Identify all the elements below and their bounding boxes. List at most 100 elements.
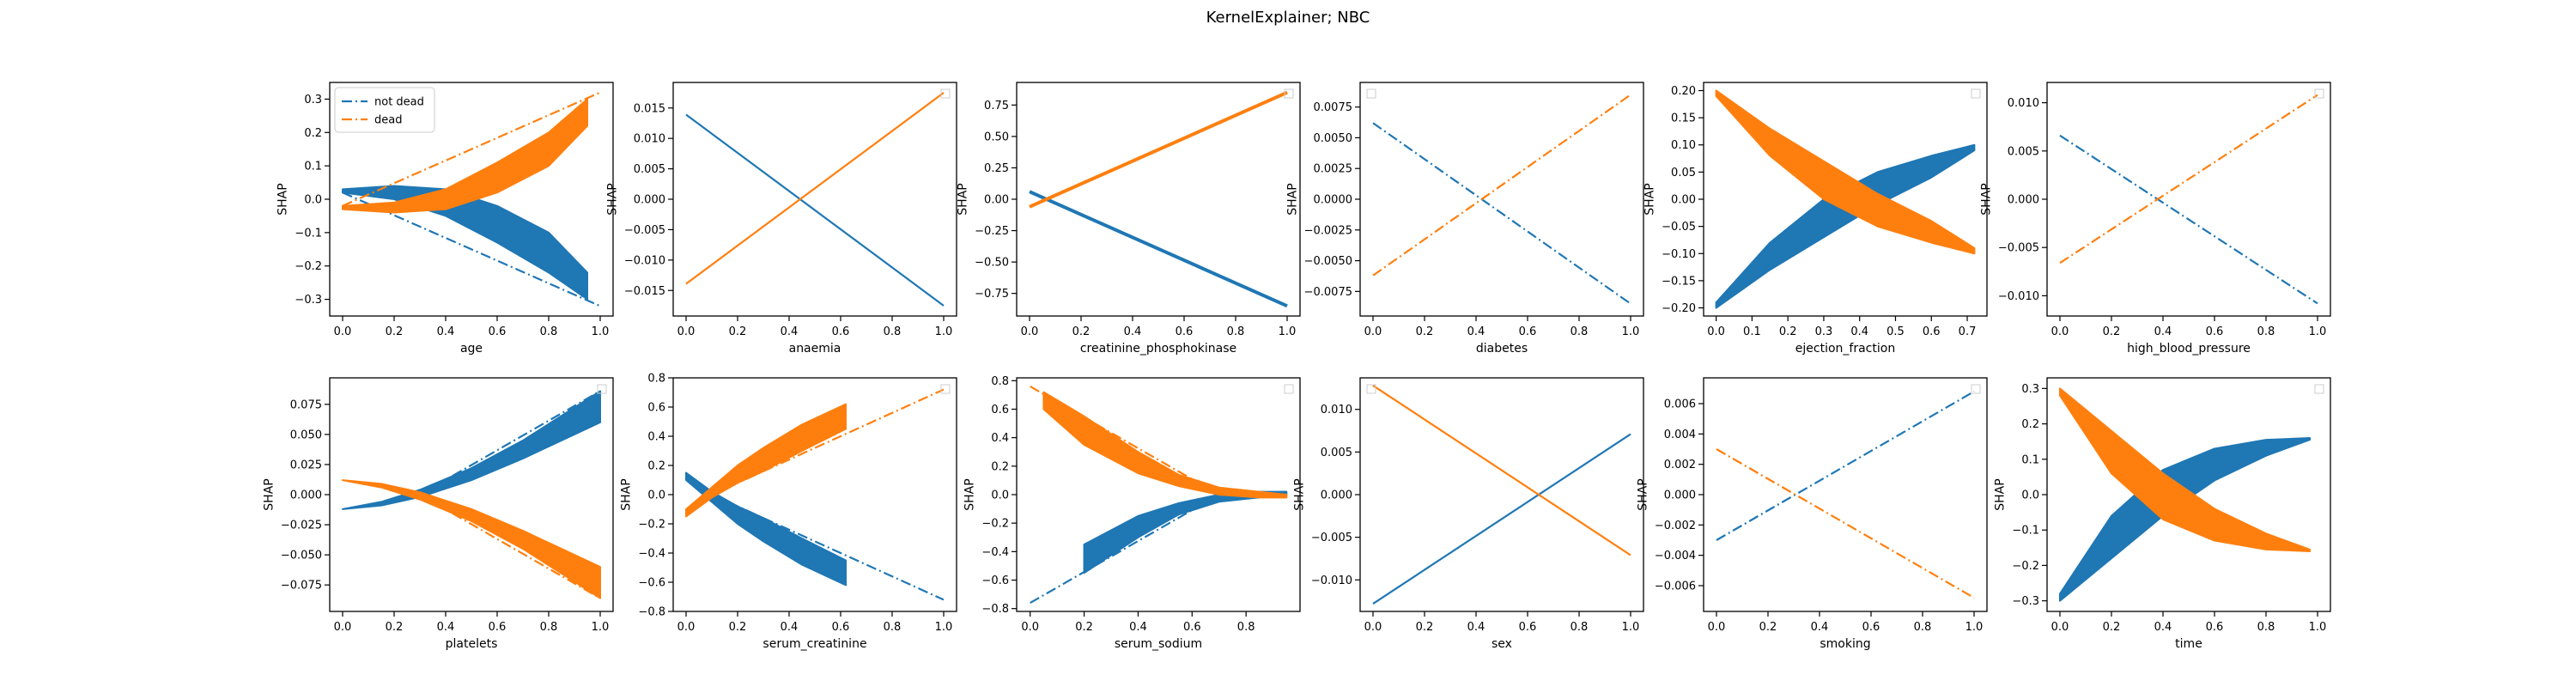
y-tick-label: −0.20 [1662, 302, 1696, 315]
y-tick-label: 0.20 [1671, 85, 1696, 98]
y-tick-label: 0.004 [1664, 429, 1696, 441]
x-tick-label: 0.0 [677, 621, 696, 634]
y-tick-label: 0.050 [290, 429, 322, 441]
y-tick-label: 0.005 [2008, 145, 2039, 158]
series-band-dead [685, 403, 847, 518]
y-axis-label: SHAP [963, 478, 976, 510]
y-axis-label: SHAP [957, 183, 970, 215]
series-band-dead [1042, 391, 1288, 499]
x-axis-label: age [460, 342, 483, 356]
x-tick-label: 0.6 [832, 621, 850, 634]
x-axis-label: diabetes [1476, 342, 1528, 356]
x-tick-label: 0.4 [1129, 621, 1147, 634]
y-axis-label: SHAP [1993, 478, 2007, 510]
series-line-not-dead [1030, 494, 1220, 605]
plot-area [342, 91, 601, 307]
x-axis-label: time [2175, 637, 2202, 651]
y-tick-label: −0.006 [1655, 580, 1696, 593]
y-tick-label: 0.8 [991, 375, 1009, 388]
legend-box [334, 87, 435, 133]
x-tick-label: 1.0 [935, 621, 953, 634]
y-tick-label: −0.6 [981, 575, 1009, 587]
series-line-not-dead [1372, 433, 1631, 605]
y-axis-label: SHAP [619, 478, 633, 510]
x-tick-label: 0.4 [1811, 621, 1829, 634]
y-axis-label: SHAP [1293, 478, 1307, 510]
y-tick-label: −0.2 [981, 518, 1009, 531]
series-line-dead [711, 388, 945, 496]
x-tick-label: 0.0 [334, 325, 352, 338]
y-tick-label: 0.10 [1671, 139, 1696, 152]
x-tick-label: 0.7 [1959, 325, 1977, 338]
plot-area [1372, 385, 1631, 605]
y-tick-label: −0.4 [638, 548, 665, 561]
y-tick-label: 0.0000 [1314, 194, 1353, 207]
subplot-ejection_fraction: 0.0 0.1 0.2 0.3 0.4 0.5 0.6 0.7 −0.20 −0.15 −0.10 −… [1643, 82, 1988, 356]
series-line-dead [2059, 94, 2318, 264]
y-tick-label: 0.010 [2008, 97, 2039, 110]
plot-area [1029, 90, 1288, 308]
x-tick-label: 0.8 [884, 325, 902, 338]
y-tick-label: −0.025 [281, 520, 322, 532]
plot-area [1715, 89, 1976, 309]
x-tick-label: 0.4 [2154, 621, 2172, 634]
x-tick-label: 0.8 [540, 325, 558, 338]
subplot-age: 0.0 0.2 0.4 0.6 0.8 1.0 −0.3 −0.2 −0.1 0.0 0.1 0.2 0… [276, 82, 614, 356]
y-tick-label: 0.6 [647, 402, 665, 415]
x-tick-label: 0.0 [1021, 621, 1039, 634]
x-tick-label: 1.0 [935, 325, 953, 338]
y-tick-label: 0.6 [991, 404, 1009, 416]
y-tick-label: −0.015 [624, 285, 665, 298]
series-line-dead [1030, 385, 1220, 495]
x-tick-label: 1.0 [1279, 325, 1297, 338]
x-tick-label: 0.6 [1183, 621, 1201, 634]
y-axis-label: SHAP [606, 183, 620, 215]
y-tick-label: −0.010 [1998, 290, 2039, 303]
x-tick-label: 0.6 [832, 325, 850, 338]
x-tick-label: 0.4 [437, 325, 455, 338]
y-tick-label: 0.005 [1321, 447, 1352, 459]
x-tick-label: 0.2 [1416, 325, 1434, 338]
x-tick-label: 1.0 [2309, 325, 2327, 338]
y-tick-label: −0.2 [2012, 560, 2039, 573]
y-tick-label: −0.10 [1662, 248, 1696, 261]
series-line-not-dead [1029, 190, 1288, 308]
x-axis-label: sex [1492, 637, 1512, 651]
y-tick-label: 0.1 [304, 161, 322, 173]
y-tick-label: 0.00 [1671, 194, 1696, 207]
x-tick-label: 0.5 [1886, 325, 1905, 338]
subplot-high_blood_pressure: 0.0 0.2 0.4 0.6 0.8 1.0 −0.010 −0.005 0.000 0.005… [1980, 82, 2331, 356]
series-band-dead [342, 479, 601, 599]
y-tick-label: 0.0 [2021, 489, 2039, 502]
x-tick-label: 0.2 [1075, 621, 1093, 634]
y-tick-label: −0.05 [1662, 221, 1696, 234]
x-tick-label: 0.0 [677, 325, 696, 338]
x-tick-label: 0.2 [2103, 621, 2121, 634]
y-tick-label: 0.000 [634, 194, 665, 207]
y-tick-label: −0.25 [975, 225, 1009, 238]
y-tick-label: 0.3 [2021, 383, 2039, 396]
subplot-smoking: 0.0 0.2 0.4 0.6 0.8 1.0 −0.006 −0.004 −0.002 0.00… [1637, 377, 1988, 651]
y-tick-label: −0.0025 [1304, 224, 1352, 237]
plot-area [1030, 385, 1288, 605]
x-tick-label: 0.4 [2154, 325, 2172, 338]
x-tick-label: 0.0 [2051, 325, 2069, 338]
y-tick-label: −0.8 [638, 606, 665, 619]
y-tick-label: 0.2 [647, 460, 665, 473]
subplot-sex: 0.0 0.2 0.4 0.6 0.8 1.0 −0.010 −0.005 0.000 0.005… [1293, 377, 1644, 651]
x-tick-label: 0.6 [2206, 621, 2224, 634]
y-tick-label: 0.010 [1321, 404, 1352, 416]
subplot-grid: 0.0 0.2 0.4 0.6 0.8 1.0−0.3−0.2−0.10.00.10.20… [263, 82, 2331, 651]
x-tick-label: 0.6 [489, 621, 507, 634]
empty-legend-box [1366, 384, 1376, 394]
series-line-dead [342, 91, 601, 207]
x-tick-label: 0.6 [2206, 325, 2224, 338]
y-tick-label: −0.002 [1655, 520, 1696, 532]
y-tick-label: 0.006 [1664, 398, 1696, 411]
y-tick-label: 0.0 [304, 194, 322, 207]
y-tick-label: 0.2 [991, 460, 1009, 473]
subplot-diabetes: 0.0 0.2 0.4 0.6 0.8 1.0 −0.0075 −0.0050 −0.0025 0… [1286, 82, 1644, 356]
y-tick-label: −0.010 [624, 254, 665, 267]
x-tick-label: 0.2 [729, 325, 747, 338]
y-tick-label: 0.000 [1664, 489, 1696, 502]
